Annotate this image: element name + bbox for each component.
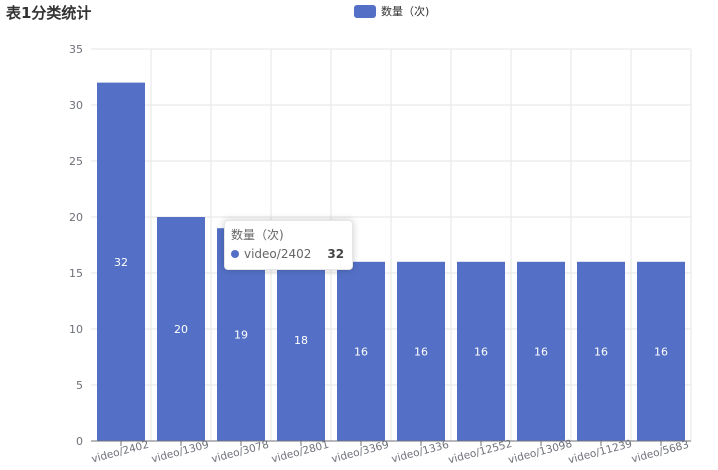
x-tick-label: video/5683 <box>630 439 690 466</box>
x-tick-label: video/2801 <box>270 439 330 466</box>
y-tick-label: 20 <box>69 211 83 224</box>
bar-value-label: 16 <box>474 345 488 358</box>
bar-value-label: 16 <box>534 345 548 358</box>
legend-item[interactable]: 数量（次) <box>354 3 429 19</box>
bar[interactable] <box>97 82 145 441</box>
x-tick-label: video/13098 <box>507 438 573 467</box>
y-tick-label: 10 <box>69 323 83 336</box>
tooltip-marker-icon <box>231 250 239 258</box>
x-tick-label: video/3369 <box>330 439 390 466</box>
tooltip-value: 32 <box>327 247 345 261</box>
x-tick-label: video/1336 <box>390 439 450 466</box>
bar[interactable] <box>577 261 625 441</box>
bar[interactable] <box>517 261 565 441</box>
bar[interactable] <box>457 261 505 441</box>
tooltip: 数量（次) video/2402 32 <box>224 220 354 270</box>
bar[interactable] <box>157 217 205 441</box>
y-tick-label: 30 <box>69 99 83 112</box>
bar-value-label: 16 <box>414 345 428 358</box>
bar-value-label: 16 <box>654 345 668 358</box>
x-tick-label: video/2402 <box>90 439 150 466</box>
tooltip-row: video/2402 32 <box>231 245 344 263</box>
x-tick-label: video/11239 <box>567 438 633 467</box>
legend-swatch-icon <box>354 4 376 18</box>
y-tick-label: 5 <box>76 379 83 392</box>
bar[interactable] <box>637 261 685 441</box>
tooltip-series: 数量（次) <box>231 228 284 242</box>
y-tick-label: 25 <box>69 155 83 168</box>
bar[interactable] <box>277 239 325 441</box>
y-tick-label: 0 <box>76 435 83 448</box>
bar-value-label: 32 <box>114 256 128 269</box>
x-tick-label: video/1309 <box>150 439 210 466</box>
chart-title: 表1分类统计 <box>6 4 92 22</box>
x-tick-label: video/12552 <box>447 438 513 467</box>
bar-value-label: 16 <box>354 345 368 358</box>
y-tick-label: 15 <box>69 267 83 280</box>
bar-value-label: 19 <box>234 329 248 342</box>
bar[interactable] <box>397 261 445 441</box>
bar-value-label: 20 <box>174 323 188 336</box>
bar-value-label: 18 <box>294 334 308 347</box>
tooltip-category: video/2402 <box>244 247 312 261</box>
bar[interactable] <box>337 261 385 441</box>
bar-value-label: 16 <box>594 345 608 358</box>
legend-label: 数量（次) <box>381 5 430 18</box>
y-tick-label: 35 <box>69 43 83 56</box>
x-tick-label: video/3078 <box>210 439 270 466</box>
